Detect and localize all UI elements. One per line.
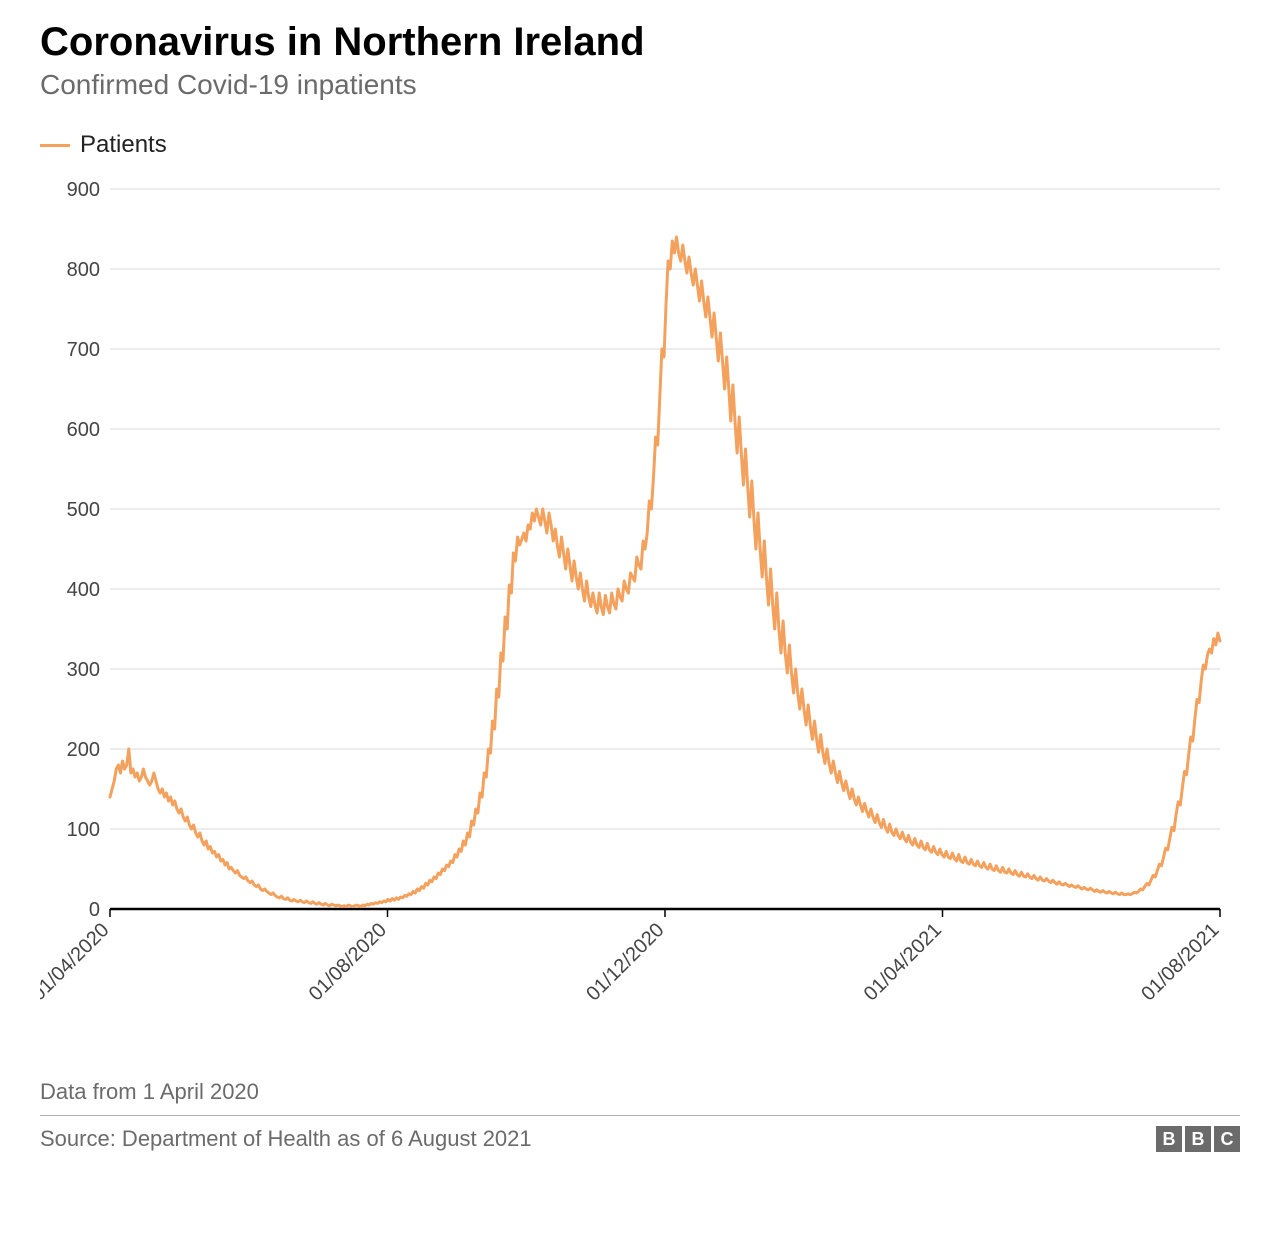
svg-text:300: 300 (67, 659, 100, 681)
chart-subtitle: Confirmed Covid-19 inpatients (40, 69, 1240, 101)
svg-text:800: 800 (67, 259, 100, 281)
line-chart-svg: 0 100 200 300 400 500 600 700 800 900 01/04/2020 01… (40, 179, 1240, 1049)
chart-title: Coronavirus in Northern Ireland (40, 20, 1240, 65)
svg-text:400: 400 (67, 579, 100, 601)
data-note: Data from 1 April 2020 (40, 1079, 1240, 1116)
svg-text:500: 500 (67, 499, 100, 521)
svg-text:600: 600 (67, 419, 100, 441)
svg-text:01/04/2021: 01/04/2021 (860, 919, 946, 1005)
svg-text:0: 0 (89, 899, 100, 921)
bbc-logo-block: C (1214, 1126, 1240, 1152)
legend: Patients (40, 131, 1240, 159)
legend-swatch (40, 144, 70, 147)
bbc-logo: BBC (1156, 1126, 1240, 1152)
svg-text:900: 900 (67, 179, 100, 201)
svg-text:01/08/2021: 01/08/2021 (1137, 919, 1223, 1005)
chart-area: 0 100 200 300 400 500 600 700 800 900 01/04/2020 01… (40, 179, 1240, 1049)
svg-text:200: 200 (67, 739, 100, 761)
svg-text:01/12/2020: 01/12/2020 (582, 919, 668, 1005)
source-text: Source: Department of Health as of 6 Aug… (40, 1126, 532, 1152)
bbc-logo-block: B (1185, 1126, 1211, 1152)
chart-container: Coronavirus in Northern Ireland Confirme… (0, 0, 1280, 1260)
legend-label: Patients (80, 131, 167, 159)
svg-text:700: 700 (67, 339, 100, 361)
source-row: Source: Department of Health as of 6 Aug… (40, 1126, 1240, 1152)
svg-text:01/08/2020: 01/08/2020 (305, 919, 391, 1005)
bbc-logo-block: B (1156, 1126, 1182, 1152)
svg-text:100: 100 (67, 819, 100, 841)
svg-text:01/04/2020: 01/04/2020 (40, 919, 114, 1005)
